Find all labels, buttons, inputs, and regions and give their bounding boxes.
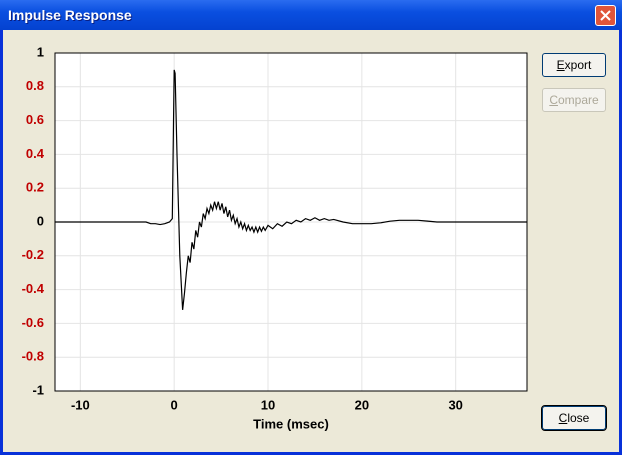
x-axis-label: Time (msec) — [253, 416, 329, 431]
chart: Time (msec) -1 -0.8 -0.6 -0.4 -0.2 0 0.2 0.4 0.6… — [22, 44, 528, 431]
x-tick-label: 10 — [261, 397, 275, 412]
y-tick-label: 0.8 — [26, 78, 44, 93]
series-line — [55, 69, 527, 310]
x-tick-label: 30 — [448, 397, 462, 412]
window-title: Impulse Response — [8, 7, 132, 23]
y-tick-label: -0.4 — [22, 281, 45, 296]
y-tick-label: -0.8 — [22, 349, 44, 364]
y-tick-label: -0.6 — [22, 315, 44, 330]
y-tick-label: -1 — [32, 382, 44, 397]
title-bar: Impulse Response — [0, 0, 622, 30]
close-icon — [600, 10, 611, 21]
y-tick-label: 0.2 — [26, 180, 44, 195]
y-tick-label: 0 — [37, 213, 44, 228]
y-tick-label: 0.6 — [26, 112, 44, 127]
y-tick-label: 1 — [37, 44, 44, 59]
x-tick-label: 20 — [355, 397, 369, 412]
export-button[interactable]: Export — [542, 53, 606, 77]
compare-button: Compare — [542, 88, 606, 112]
y-tick-label: -0.2 — [22, 247, 44, 262]
close-button[interactable]: Close — [541, 405, 607, 431]
x-tick-label: 0 — [171, 397, 178, 412]
x-tick-label: -10 — [71, 397, 90, 412]
y-tick-label: 0.4 — [26, 146, 45, 161]
close-window-button[interactable] — [595, 5, 616, 26]
